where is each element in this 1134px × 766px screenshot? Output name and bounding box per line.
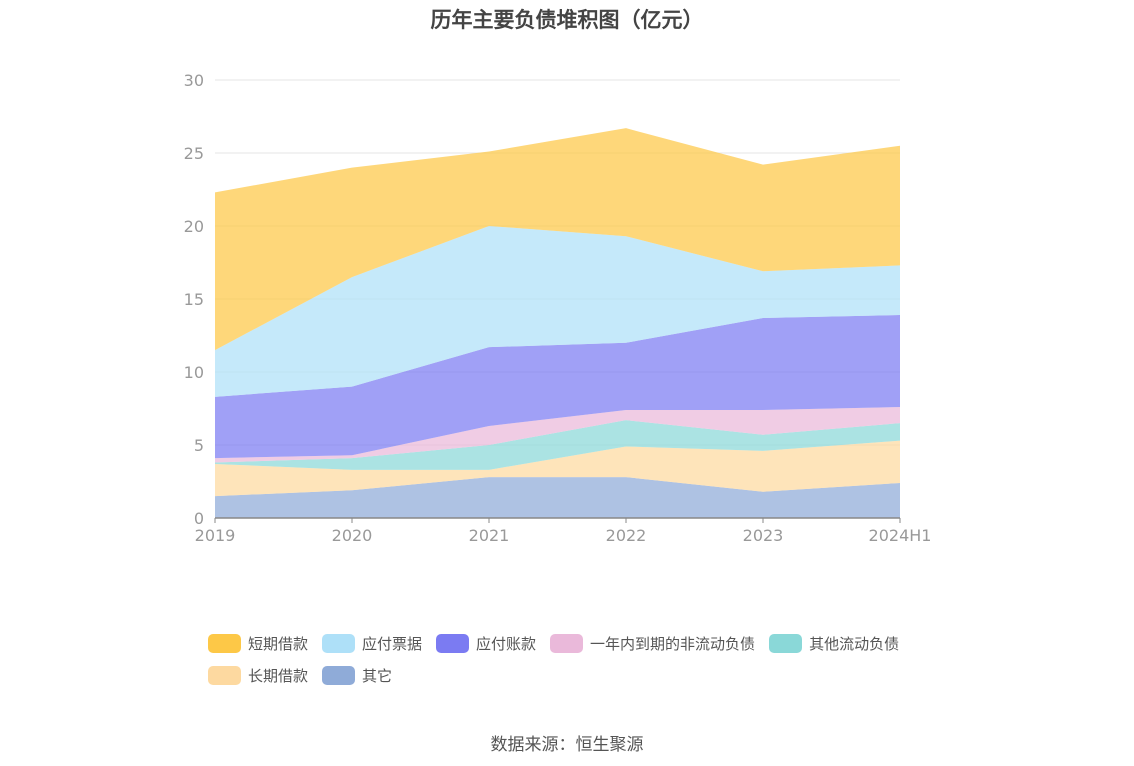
legend: 短期借款 应付票据 应付账款 一年内到期的非流动负债 其他流动负债 长期借款 其… (208, 632, 968, 686)
legend-label: 长期借款 (248, 666, 309, 685)
legend-swatch (322, 633, 356, 653)
area-series-其它 (215, 477, 900, 518)
legend-swatch (436, 633, 470, 653)
y-tick-label: 10 (184, 363, 204, 382)
legend-label: 短期借款 (248, 634, 309, 653)
x-tick-label: 2021 (469, 526, 510, 545)
x-tick-label: 2022 (606, 526, 647, 545)
legend-label: 应付账款 (476, 634, 537, 653)
y-tick-label: 30 (184, 71, 204, 90)
legend-label: 一年内到期的非流动负债 (590, 634, 756, 653)
chart-title: 历年主要负债堆积图（亿元） (430, 8, 704, 32)
x-tick-label: 2024H1 (869, 526, 932, 545)
legend-swatch (208, 665, 241, 685)
stacked-area-chart: 0 5 10 15 20 25 30 2019 2020 2021 2022 2023 2024H1 (184, 71, 932, 545)
data-source: 数据来源：恒生聚源 (490, 735, 644, 755)
x-tick-label: 2019 (195, 526, 236, 545)
area-series-其他流动负债 (215, 420, 900, 470)
legend-item-accounts-payable[interactable]: 应付账款 (436, 632, 536, 654)
area-series (215, 128, 900, 518)
legend-label: 应付票据 (362, 634, 423, 653)
y-tick-label: 5 (194, 436, 204, 455)
legend-item-other[interactable]: 其它 (322, 664, 392, 686)
legend-swatch (208, 633, 241, 653)
y-tick-label: 15 (184, 290, 204, 309)
legend-swatch (550, 633, 584, 653)
legend-label: 其他流动负债 (809, 634, 900, 653)
y-tick-label: 20 (184, 217, 204, 236)
axes: 0 5 10 15 20 25 30 2019 2020 2021 2022 2023 2024H1 (184, 71, 932, 545)
area-series-短期借款 (215, 128, 900, 351)
area-series-一年内到期的非流动负债 (215, 407, 900, 463)
legend-item-current-portion-noncurrent[interactable]: 一年内到期的非流动负债 (550, 632, 755, 654)
x-tick-label: 2023 (743, 526, 784, 545)
legend-item-long-term-loans[interactable]: 长期借款 (208, 664, 308, 686)
legend-item-other-current-liabilities[interactable]: 其他流动负债 (769, 632, 899, 654)
legend-swatch (769, 633, 803, 653)
legend-label: 其它 (362, 666, 393, 685)
area-series-应付账款 (215, 315, 900, 459)
area-series-应付票据 (215, 226, 900, 397)
legend-item-short-term-loans[interactable]: 短期借款 (208, 632, 308, 654)
legend-swatch (322, 665, 356, 685)
area-series-长期借款 (215, 440, 900, 497)
x-tick-label: 2020 (332, 526, 373, 545)
y-tick-label: 0 (194, 509, 204, 528)
y-tick-label: 25 (184, 144, 204, 163)
legend-item-notes-payable[interactable]: 应付票据 (322, 632, 422, 654)
